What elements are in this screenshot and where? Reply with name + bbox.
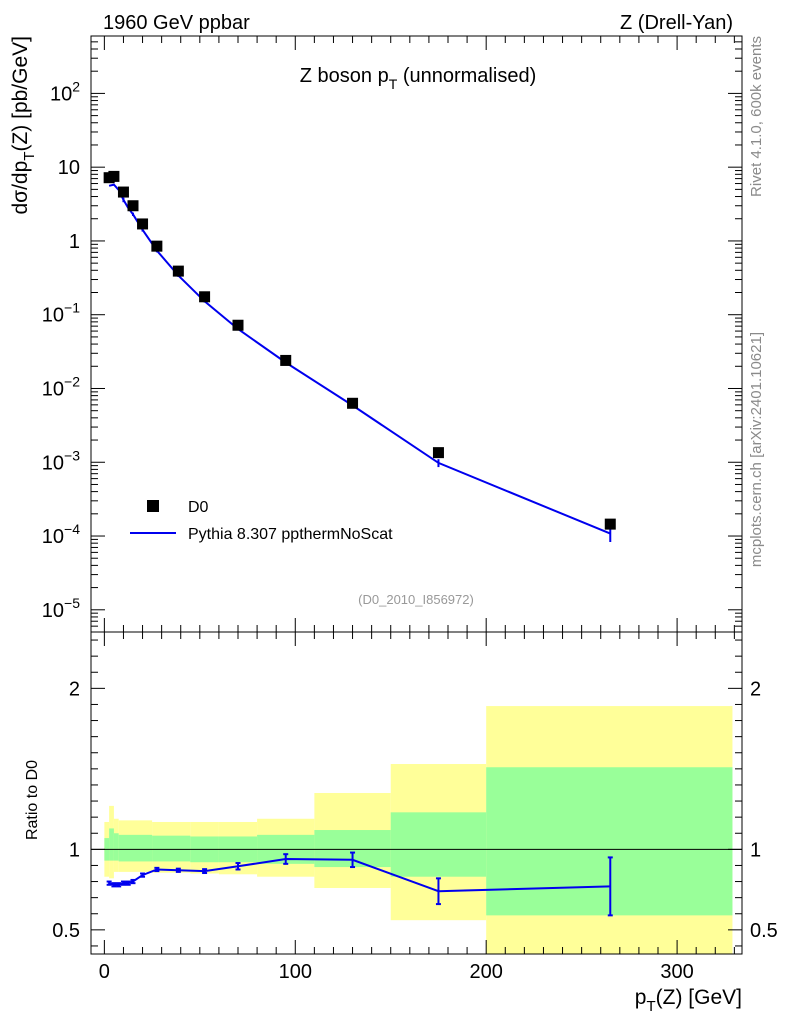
ratio-panel: 0.5 0.5 1 1 2 2 0 100 200 300 Ratio to D0 pT(Z) …: [24, 631, 778, 1015]
ratio-y-tick-label: 0.5: [52, 920, 80, 942]
d0-point: [151, 240, 163, 252]
stat-uncertainty-band: [113, 833, 119, 861]
analysis-label: (D0_2010_I856972): [358, 592, 474, 607]
d0-point: [172, 265, 184, 277]
d0-point: [280, 354, 292, 366]
y-tick-label: 10−5: [42, 595, 80, 622]
y-tick-label: 1: [69, 231, 80, 253]
legend-d0-marker: [147, 500, 159, 512]
y-tick-label: 10−2: [42, 373, 80, 400]
legend-d0-label: D0: [188, 499, 209, 516]
legend-pythia-label: Pythia 8.307 ppthermNoScat: [188, 526, 393, 543]
main-data-layer: [103, 170, 616, 542]
d0-point: [137, 218, 149, 230]
y-tick-label: 10−1: [42, 300, 80, 327]
stat-uncertainty-band: [109, 828, 114, 861]
rivet-version-label: Rivet 4.1.0, 600k events: [748, 36, 765, 197]
ratio-y-tick-label: 1: [69, 839, 80, 861]
y-axis-label: dσ/dpT(Z) [pb/GeV]: [9, 36, 38, 215]
d0-point: [117, 186, 129, 198]
d0-point: [108, 170, 120, 182]
x-tick-label: 200: [469, 961, 502, 983]
main-y-tick-labels: 102 10 1 10−1 10−2 10−3 10−4 10−5: [42, 78, 80, 621]
mcplots-label: mcplots.cern.ch [arXiv:2401.10621]: [748, 332, 765, 567]
y-tick-label: 10−4: [42, 521, 80, 548]
ratio-y-tick-label: 2: [69, 678, 80, 700]
header-right: Z (Drell-Yan): [620, 12, 733, 34]
ratio-y-tick-labels: 0.5 0.5 1 1 2 2: [52, 678, 778, 942]
x-tick-label: 0: [99, 961, 110, 983]
chart-title: Z boson pT (unnormalised): [300, 65, 536, 92]
x-axis-label: pT(Z) [GeV]: [635, 986, 742, 1015]
ratio-frame: [90, 631, 743, 955]
ratio-uncertainty-bands: [104, 706, 733, 954]
d0-point: [604, 518, 616, 530]
x-tick-labels: 0 100 200 300: [99, 961, 694, 983]
y-tick-label: 10: [58, 157, 80, 179]
x-tick-label: 100: [279, 961, 312, 983]
main-panel: Z boson pT (unnormalised) dσ/dpT(Z) [pb/…: [9, 35, 743, 633]
d0-point: [127, 200, 139, 212]
d0-point: [347, 397, 359, 409]
x-tick-label: 300: [660, 961, 693, 983]
stat-uncertainty-band: [152, 835, 191, 862]
header-left: 1960 GeV ppbar: [103, 12, 250, 34]
ratio-y-tick-label-right: 2: [750, 678, 761, 700]
pythia-line: [108, 183, 611, 535]
d0-point: [432, 447, 444, 459]
main-ticks: [91, 35, 742, 632]
ratio-data-layer: [106, 851, 613, 917]
ratio-ticks: [91, 632, 742, 954]
d0-point: [232, 319, 244, 331]
y-tick-label: 10−3: [42, 447, 80, 474]
y-tick-label: 102: [50, 78, 80, 105]
stat-uncertainty-band: [390, 812, 487, 877]
d0-point: [199, 291, 211, 303]
ratio-y-tick-label-right: 1: [750, 839, 761, 861]
ratio-y-tick-label-right: 0.5: [750, 920, 778, 942]
ratio-y-axis-label: Ratio to D0: [24, 760, 41, 840]
legend: D0 Pythia 8.307 ppthermNoScat: [130, 499, 393, 543]
stat-uncertainty-band: [118, 834, 153, 862]
